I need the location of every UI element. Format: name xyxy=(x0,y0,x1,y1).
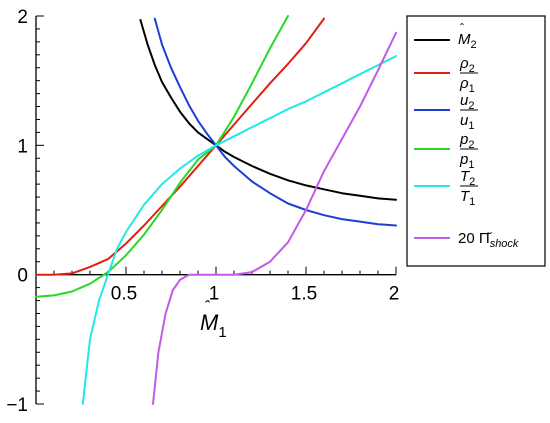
series-line-M2 xyxy=(139,18,397,201)
legend-entry-text: 20 Π̆shock xyxy=(458,230,519,250)
legend-numerator-symbol: u xyxy=(460,92,469,109)
legend-numerator-subscript: 2 xyxy=(468,139,474,151)
series-line-p xyxy=(35,15,289,298)
legend-denominator-symbol: T xyxy=(460,188,471,205)
legend-numerator-subscript: 2 xyxy=(469,63,475,75)
legend-denominator: u1 xyxy=(460,112,474,132)
legend-denominator-subscript: 1 xyxy=(469,196,475,208)
legend-box xyxy=(406,15,546,267)
legend-denominator-subscript: 1 xyxy=(469,83,475,95)
legend-denominator: ρ1 xyxy=(459,75,475,95)
legend-numerator-symbol: T xyxy=(460,168,471,185)
legend-denominator-symbol: ρ xyxy=(459,75,469,92)
legend-entry-symbol: M xyxy=(458,31,471,48)
series-layer xyxy=(35,15,397,405)
legend-numerator-symbol: ρ xyxy=(459,55,469,72)
x-tick-label: 1.5 xyxy=(291,284,317,305)
x-tick-label: 2 xyxy=(389,284,400,305)
series-line-pi xyxy=(152,31,397,405)
legend-numerator: ρ2 xyxy=(459,55,475,75)
axes: 0.5 1 1.5 2 −1 0 1 2 xyxy=(6,7,399,416)
legend-entry-text: M2 xyxy=(458,31,477,51)
x-axis-label-base: M xyxy=(200,310,219,335)
x-tick-label: 0.5 xyxy=(111,284,137,305)
x-axis-label-text: M1 xyxy=(200,310,227,341)
series-line-rho xyxy=(35,17,325,276)
series-line-u xyxy=(153,17,397,227)
legend-denominator-subscript: 1 xyxy=(468,120,474,132)
y-tick-label: −1 xyxy=(6,395,28,416)
legend-numerator-subscript: 2 xyxy=(468,100,474,112)
x-tick-label: 1 xyxy=(209,284,220,305)
legend-denominator-subscript: 1 xyxy=(468,159,474,171)
legend-entry-symbol: 20 Π̆ xyxy=(458,230,493,247)
legend-denominator-symbol: u xyxy=(460,112,469,129)
series-line-T xyxy=(81,55,397,405)
legend-numerator: u2 xyxy=(460,92,474,112)
legend-numerator-symbol: p xyxy=(459,131,468,148)
legend-denominator-symbol: p xyxy=(459,151,468,168)
legend-entry-hat: ˆ xyxy=(460,21,464,35)
legend-denominator: p1 xyxy=(459,151,474,171)
y-tick-label: 1 xyxy=(17,136,28,157)
y-tick-label: 0 xyxy=(17,266,28,287)
x-axis-label: M1ˆ xyxy=(200,299,227,341)
legend-denominator: T1 xyxy=(460,188,475,208)
x-axis-label-subscript: 1 xyxy=(218,324,226,341)
legend-entry-subscript: 2 xyxy=(471,39,477,51)
legend-numerator-subscript: 2 xyxy=(469,176,475,188)
legend-numerator: p2 xyxy=(459,131,474,151)
legend-entry-subscript: shock xyxy=(490,238,519,250)
legend-numerator: T2 xyxy=(460,168,475,188)
y-tick-label: 2 xyxy=(17,7,28,28)
x-axis-label-hat: ˆ xyxy=(205,299,211,316)
